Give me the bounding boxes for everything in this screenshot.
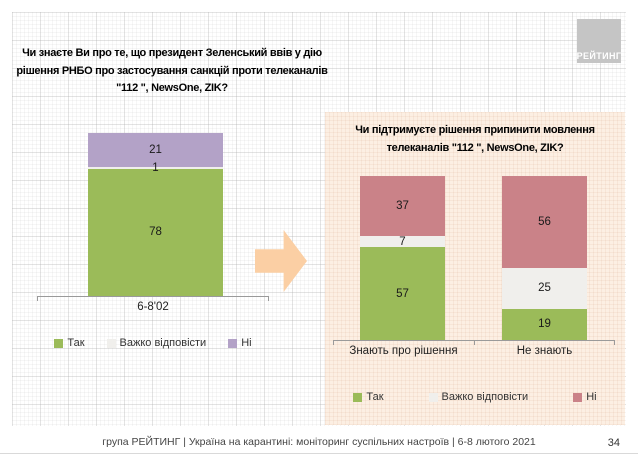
bar-segment: 57: [360, 247, 445, 340]
left-chart-legend: Так Важко відповісти Ні: [37, 337, 269, 349]
right-chart-axis: [333, 340, 615, 345]
axis-tick: [37, 297, 38, 301]
left-chart-category-labels: 6-8'02: [37, 301, 269, 313]
legend-swatch-icon: [106, 338, 116, 348]
bar-segment: 19: [502, 308, 587, 340]
legend-item: Ні: [573, 391, 597, 403]
left-chart-plot: 21178: [37, 133, 269, 296]
bar-segment: 7: [360, 236, 445, 248]
axis-tick: [268, 297, 269, 301]
category-label: 6-8'02: [137, 301, 169, 313]
rating-logo-text: РЕЙТИНГ: [576, 51, 622, 61]
legend-swatch-icon: [353, 392, 363, 402]
right-chart-title: Чи підтримуєте рішення припинити мовленн…: [355, 124, 595, 154]
stacked-bar: 21178: [88, 133, 223, 296]
legend-label: Так: [366, 391, 384, 403]
bar-segment: 21: [88, 133, 223, 168]
slide-footer: група РЕЙТИНГ | Україна на карантині: мо…: [0, 436, 638, 454]
axis-tick: [614, 341, 615, 345]
category-label: Не знають: [516, 345, 573, 357]
legend-swatch-icon: [573, 392, 583, 402]
legend-item: Так: [54, 337, 85, 349]
category-label: Знають про рішення: [349, 345, 458, 357]
legend-item: Важко відповісти: [428, 391, 529, 403]
legend-swatch-icon: [228, 338, 238, 348]
legend-item: Ні: [228, 337, 252, 349]
legend-label: Так: [67, 337, 85, 349]
right-chart-legend: Так Важко відповісти Ні: [325, 391, 625, 403]
legend-label: Важко відповісти: [441, 391, 529, 403]
bar-segment: 25: [502, 267, 587, 309]
legend-label: Ні: [241, 337, 252, 349]
bar-segment: 1: [88, 162, 223, 174]
legend-label: Важко відповісти: [119, 337, 207, 349]
legend-item: Так: [353, 391, 384, 403]
axis-tick: [333, 341, 334, 345]
bar-segment: 37: [360, 176, 445, 237]
legend-swatch-icon: [54, 338, 64, 348]
rating-logo: РЕЙТИНГ: [577, 19, 621, 63]
bar-segment: 56: [502, 176, 587, 268]
left-chart-title: Чи знаєте Ви про те, що президент Зеленс…: [16, 47, 328, 95]
stacked-bar: 56 25 19: [502, 176, 587, 340]
axis-tick: [474, 341, 475, 345]
left-chart-axis: [37, 296, 269, 301]
legend-item: Важко відповісти: [106, 337, 207, 349]
right-chart-plot: 37 7 57 56 25 19: [325, 176, 625, 340]
slide-area: РЕЙТИНГ Чи знаєте Ви про те, що президен…: [12, 12, 626, 426]
footer-divider: [0, 453, 638, 454]
footer-source-text: група РЕЙТИНГ | Україна на карантині: мо…: [102, 436, 536, 448]
right-chart-category-labels: Знають про рішення Не знають: [333, 345, 615, 357]
legend-label: Ні: [586, 391, 597, 403]
stacked-bar: 37 7 57: [360, 176, 445, 340]
legend-swatch-icon: [428, 392, 438, 402]
bar-segment: 78: [88, 168, 223, 296]
right-chart-panel: Чи підтримуєте рішення припинити мовленн…: [325, 112, 625, 425]
page-number: 34: [607, 437, 620, 449]
